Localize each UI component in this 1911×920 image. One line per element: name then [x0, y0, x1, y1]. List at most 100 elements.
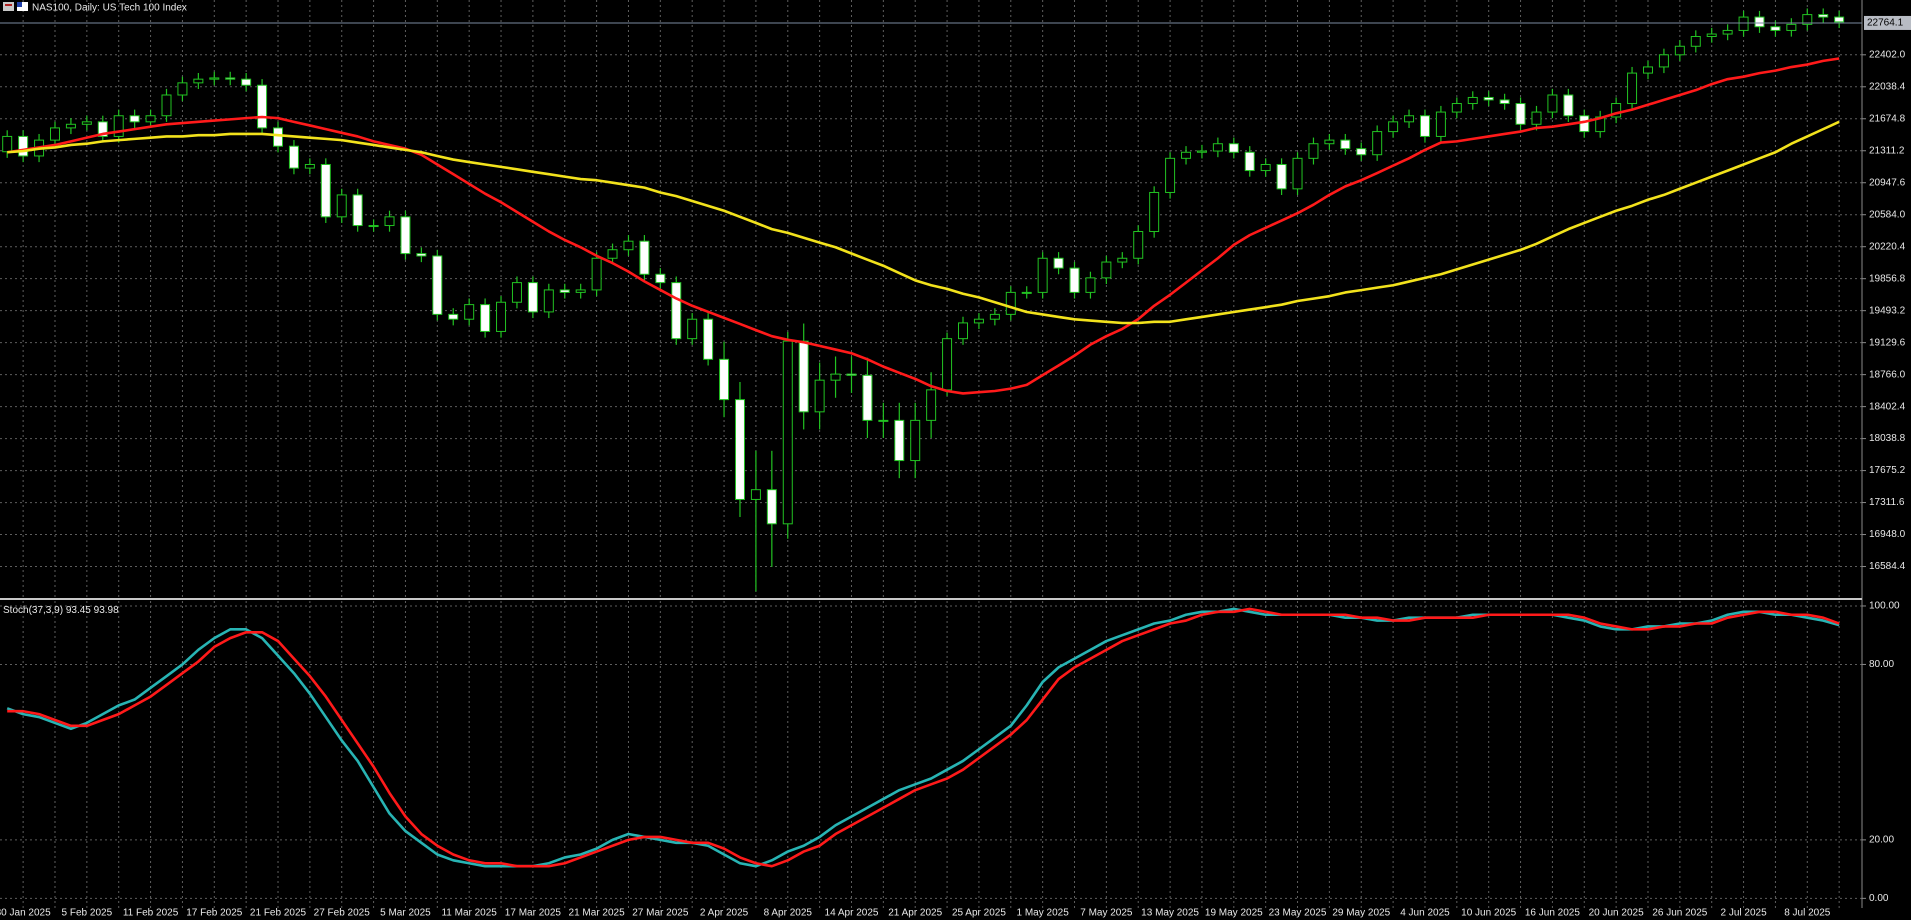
indicator-name: Stoch(37,3,9): [3, 605, 63, 616]
candle-body: [1292, 157, 1303, 190]
candle-body: [734, 399, 745, 500]
candle-body: [703, 318, 714, 360]
candle-body: [1722, 29, 1733, 35]
candle-body: [1181, 151, 1192, 159]
series-line: [7, 57, 1840, 395]
candle-body: [958, 322, 968, 340]
candle-body: [1627, 72, 1638, 105]
candle-body: [1069, 267, 1080, 293]
candle-body: [1356, 148, 1367, 156]
x-tick-label: 27 Feb 2025: [314, 908, 371, 919]
x-tick-label: 17 Feb 2025: [186, 908, 243, 919]
candle-body: [1467, 96, 1478, 105]
current-price-box: [1864, 15, 1911, 30]
candle-body: [1244, 151, 1255, 172]
candle-body: [623, 240, 634, 251]
x-tick-label: 23 May 2025: [1269, 908, 1327, 919]
candle-body: [1085, 277, 1096, 293]
candle-body: [65, 123, 76, 129]
x-tick-label: 5 Mar 2025: [380, 908, 431, 919]
candle-body: [1802, 14, 1813, 25]
x-tick-label: 26 Jun 2025: [1652, 908, 1707, 919]
candle-body: [671, 282, 682, 340]
y-tick-label: 80.00: [1869, 659, 1894, 670]
x-tick-label: 11 Mar 2025: [441, 908, 497, 919]
candle-body: [1404, 115, 1415, 123]
x-tick-label: 20 Jun 2025: [1589, 908, 1644, 919]
candle-body: [480, 304, 491, 332]
x-tick-label: 13 May 2025: [1141, 908, 1199, 919]
candle-body: [209, 77, 220, 80]
candle-body: [719, 358, 730, 401]
y-tick-label: 18402.4: [1869, 401, 1906, 412]
x-tick-label: 29 May 2025: [1332, 908, 1390, 919]
candle-body: [177, 82, 188, 96]
candle-body: [942, 338, 953, 391]
y-tick-label: 22402.0: [1869, 49, 1906, 60]
candle-body: [1324, 139, 1335, 145]
candle-body: [926, 389, 937, 421]
grid: [0, 0, 1862, 908]
series-line: [7, 607, 1840, 868]
y-tick-label: 17311.6: [1869, 497, 1905, 508]
y-tick-label: 20.00: [1869, 835, 1894, 846]
candle-body: [1165, 157, 1176, 193]
candle-body: [830, 373, 841, 381]
candle-body: [814, 379, 825, 413]
candle-body: [1563, 94, 1574, 117]
candle-body: [910, 419, 921, 462]
candle-body: [1037, 257, 1048, 293]
chart-title: NAS100, Daily: US Tech 100 Index: [32, 3, 187, 14]
x-tick-label: 25 Apr 2025: [952, 908, 1006, 919]
candle-body: [1133, 231, 1144, 259]
y-tick-label: 17675.2: [1869, 465, 1906, 476]
candle-body: [368, 225, 379, 228]
candle-body: [878, 419, 889, 422]
candle-body: [607, 249, 618, 259]
candle-body: [241, 78, 252, 86]
x-tick-label: 7 May 2025: [1080, 908, 1133, 919]
candle-body: [798, 340, 809, 413]
candle-body: [384, 216, 395, 227]
candle-body: [1228, 143, 1239, 153]
candle-body: [432, 255, 443, 315]
x-tick-label: 4 Jun 2025: [1400, 908, 1450, 919]
indicator-main-value: 93.45: [66, 605, 91, 616]
y-tick-label: 18038.8: [1869, 433, 1906, 444]
candle-body: [559, 289, 570, 293]
x-tick-label: 2 Apr 2025: [700, 908, 749, 919]
candle-body: [257, 84, 268, 129]
candle-body: [639, 240, 650, 275]
icon: [17, 2, 22, 7]
candle-body: [1706, 33, 1717, 38]
x-tick-label: 1 May 2025: [1017, 908, 1070, 919]
x-tick-label: 14 Apr 2025: [825, 908, 879, 919]
candle-body: [1658, 54, 1669, 68]
candle-body: [1053, 257, 1064, 269]
candle-body: [1005, 291, 1016, 315]
candle-body: [304, 163, 315, 169]
candle-body: [161, 94, 172, 117]
indicator-legend: Stoch(37,3,9) 93.45 93.98: [3, 605, 119, 616]
candle-body: [782, 340, 793, 525]
candle-body: [1611, 103, 1622, 118]
series-line: [7, 120, 1840, 325]
candle-body: [193, 78, 204, 84]
y-tick-label: 16584.4: [1869, 561, 1906, 572]
candle-body: [81, 121, 92, 125]
candle-body: [862, 374, 873, 421]
icon: [5, 4, 12, 6]
y-tick-label: 22038.4: [1869, 81, 1906, 92]
x-tick-label: 8 Apr 2025: [764, 908, 813, 919]
x-tick-label: 21 Apr 2025: [888, 908, 942, 919]
indicator-signal-value: 93.98: [94, 605, 119, 616]
y-tick-label: 20947.6: [1869, 177, 1906, 188]
y-tick-label: 19856.8: [1869, 273, 1906, 284]
candle-body: [1276, 163, 1287, 190]
candle-body: [400, 216, 411, 255]
candle-body: [591, 257, 602, 291]
icon: [17, 2, 28, 11]
x-tick-label: 8 Jul 2025: [1784, 908, 1831, 919]
candle-body: [543, 289, 554, 313]
